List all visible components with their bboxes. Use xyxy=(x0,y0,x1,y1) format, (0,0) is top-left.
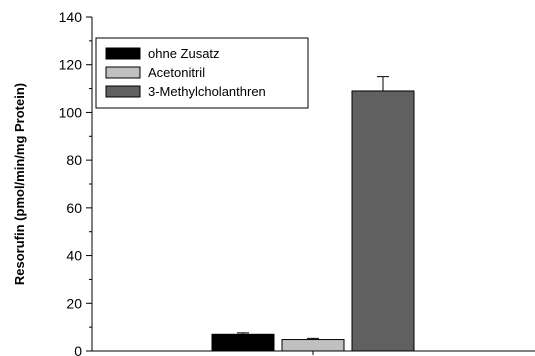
x-axis xyxy=(92,350,535,355)
legend: ohne Zusatz Acetonitril 3-Methylcholanthre… xyxy=(95,37,309,109)
y-axis-title: Resorufin (pmol/min/mg Protein) xyxy=(12,83,27,285)
y-axis: 0 20 40 60 80 100 120 140 xyxy=(59,9,93,356)
y-tick-label: 60 xyxy=(66,200,82,216)
bar-2 xyxy=(351,90,415,352)
legend-swatch-1 xyxy=(105,66,141,79)
y-tick-label: 140 xyxy=(59,9,83,25)
bar-0 xyxy=(211,333,275,352)
bar-1 xyxy=(281,339,345,352)
y-tick-label: 40 xyxy=(66,248,82,264)
legend-label-1: Acetonitril xyxy=(148,65,205,80)
y-tick-label: 120 xyxy=(59,57,83,73)
y-tick-label: 100 xyxy=(59,104,83,120)
legend-swatch-0 xyxy=(105,47,141,60)
legend-swatch-2 xyxy=(105,85,141,98)
y-tick-label: 80 xyxy=(66,152,82,168)
legend-label-2: 3-Methylcholanthren xyxy=(148,84,266,99)
error-bars xyxy=(237,76,389,340)
y-tick-label: 20 xyxy=(66,295,82,311)
y-tick-label: 0 xyxy=(74,343,82,356)
bars xyxy=(211,90,415,352)
legend-label-0: ohne Zusatz xyxy=(148,46,220,61)
